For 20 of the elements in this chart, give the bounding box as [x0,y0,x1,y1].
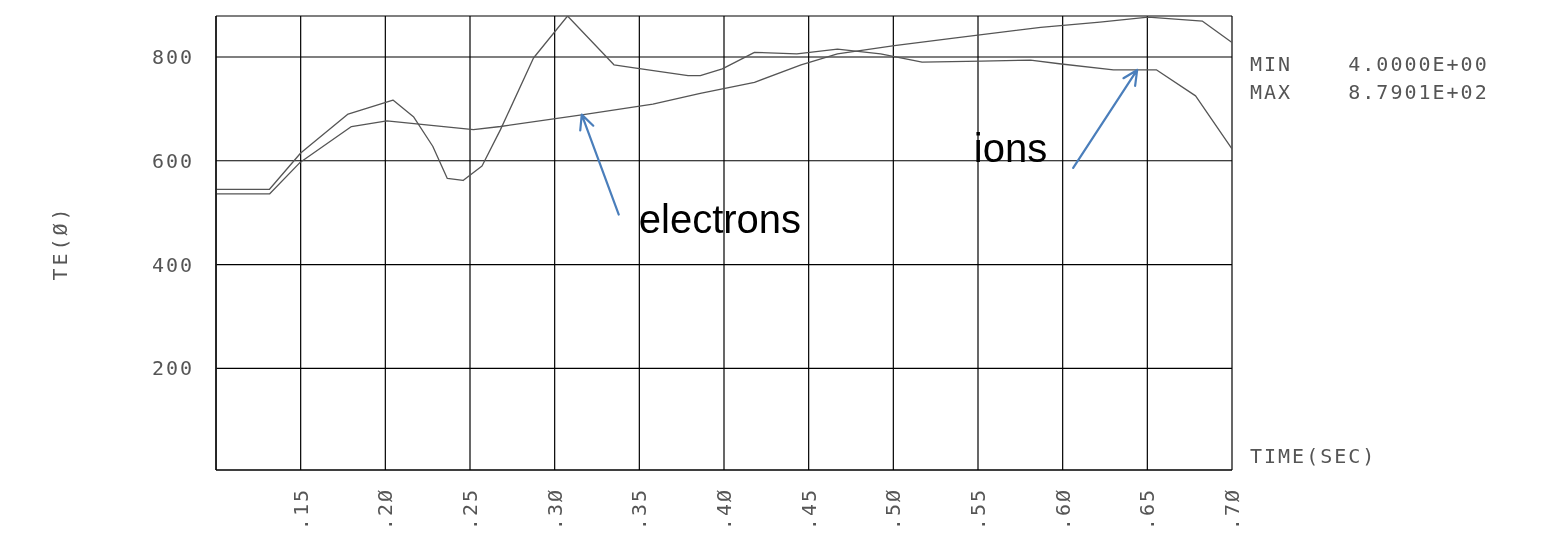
y-tick-label: 800 [151,44,194,69]
x-tick-label: .55 [966,488,990,531]
x-tick-label: .45 [796,488,821,531]
x-axis-title: TIME(SEC) [1250,444,1377,468]
x-tick-label: .35 [627,488,652,531]
text: MIN 4.0000E+00 [1250,52,1489,76]
x-tick-label: .4Ø [712,488,736,531]
x-tick-label: .2Ø [373,488,398,531]
x-tick-label: .15 [288,488,313,531]
y-tick-label: 400 [151,252,194,277]
x-tick-label: .7Ø [1220,488,1244,531]
y-tick-label: 200 [151,356,194,381]
x-tick-label: .25 [458,488,482,531]
text: MAX 8.7901E+02 [1250,80,1489,104]
y-tick-label: 600 [151,148,194,173]
x-tick-label: .3Ø [542,488,567,531]
x-tick-label: .5Ø [881,488,906,531]
x-tick-label: .6Ø [1050,488,1075,531]
x-tick-label: .65 [1135,488,1160,531]
y-axis-title: TE(Ø) [47,205,72,281]
